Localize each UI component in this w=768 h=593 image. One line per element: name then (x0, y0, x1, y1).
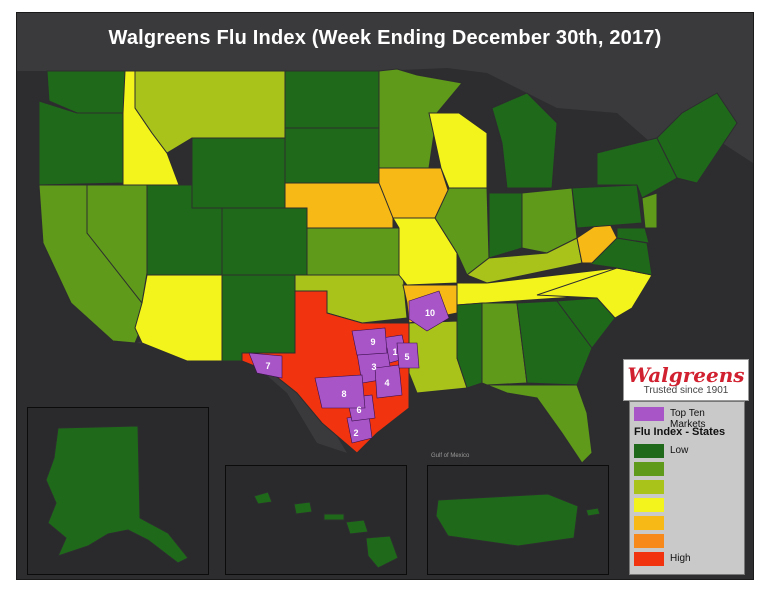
market-area-4 (374, 364, 403, 399)
map-frame: 1 2 3 4 5 6 7 8 9 10 Gulf of Mexico Walg… (16, 12, 754, 580)
legend-swatch-market (634, 407, 664, 421)
legend-level-2 (634, 480, 742, 495)
state-newmexico (221, 274, 296, 362)
state-georgia (516, 300, 593, 386)
state-florida (486, 384, 593, 464)
gulf-label: Gulf of Mexico (431, 453, 470, 459)
market-area-8 (314, 374, 366, 409)
legend-level-1 (634, 462, 742, 477)
state-wyoming (191, 137, 286, 209)
legend-swatch-6 (634, 552, 664, 566)
market-label-8: 8 (341, 389, 346, 399)
legend-swatch-5 (634, 534, 664, 548)
legend-level-6: High (634, 552, 742, 567)
legend-header: Flu Index - States (634, 426, 726, 438)
state-pennsylvania (571, 184, 643, 229)
legend-level-5 (634, 534, 742, 549)
brand-name: Walgreens (627, 363, 745, 387)
legend-swatch-0 (634, 444, 664, 458)
state-mississippi (456, 302, 483, 389)
us-flu-map: 1 2 3 4 5 6 7 8 9 10 Gulf of Mexico (17, 13, 753, 464)
state-alaska (45, 425, 189, 564)
puerto-rico-inset (427, 465, 609, 575)
market-area-7 (248, 352, 283, 379)
legend-low-label: Low (670, 445, 689, 456)
market-area-9 (351, 327, 388, 356)
state-colorado (221, 207, 308, 276)
hawaii-island-oahu (293, 501, 313, 515)
alaska-inset (27, 407, 209, 575)
hawaii-island-big (365, 535, 399, 569)
territory-virgin-islands (585, 507, 601, 517)
map-legend: Top Ten Markets Flu Index - States Low Hi… (629, 401, 745, 575)
market-label-3: 3 (371, 362, 376, 372)
market-label-10: 10 (425, 308, 435, 318)
legend-top-ten: Top Ten Markets (634, 407, 742, 430)
market-label-2: 2 (353, 428, 358, 438)
hawaii-island-molokai (323, 513, 345, 521)
legend-level-3 (634, 498, 742, 513)
legend-swatch-3 (634, 498, 664, 512)
market-label-9: 9 (370, 337, 375, 347)
market-area-5 (396, 342, 420, 369)
market-label-5: 5 (404, 352, 409, 362)
state-northdakota (284, 70, 380, 129)
legend-swatch-1 (634, 462, 664, 476)
market-label-4: 4 (384, 378, 389, 388)
state-arizona (134, 274, 223, 362)
state-michigan (491, 92, 558, 189)
hawaii-inset (225, 465, 407, 575)
state-kansas (306, 227, 400, 276)
territory-puerto-rico (435, 493, 579, 547)
hawaii-island-kauai (253, 491, 273, 505)
legend-top-ten-label: Top Ten Markets (670, 408, 706, 430)
legend-level-4 (634, 516, 742, 531)
state-indiana (488, 192, 523, 259)
market-label-7: 7 (265, 361, 270, 371)
market-label-6: 6 (356, 405, 361, 415)
puerto-rico-map (435, 493, 601, 547)
state-maryland (616, 227, 650, 244)
legend-swatch-4 (634, 516, 664, 530)
hawaii-map (253, 491, 399, 569)
state-southdakota (284, 127, 380, 184)
brand-tagline: Trusted since 1901 (643, 385, 729, 396)
legend-high-label: High (670, 553, 691, 564)
state-newjersey (641, 192, 658, 229)
hawaii-island-maui (345, 519, 369, 535)
state-oregon (38, 100, 126, 186)
market-area-10 (408, 290, 450, 332)
alaska-map (45, 425, 189, 564)
canada-landmass (17, 13, 753, 163)
state-northeast (656, 92, 738, 184)
state-alabama (481, 302, 528, 386)
legend-level-0: Low (634, 444, 742, 459)
market-label-1: 1 (392, 347, 397, 357)
walgreens-logo: Walgreens Trusted since 1901 (623, 359, 749, 401)
map-title: Walgreens Flu Index (Week Ending Decembe… (108, 27, 662, 49)
legend-swatch-2 (634, 480, 664, 494)
